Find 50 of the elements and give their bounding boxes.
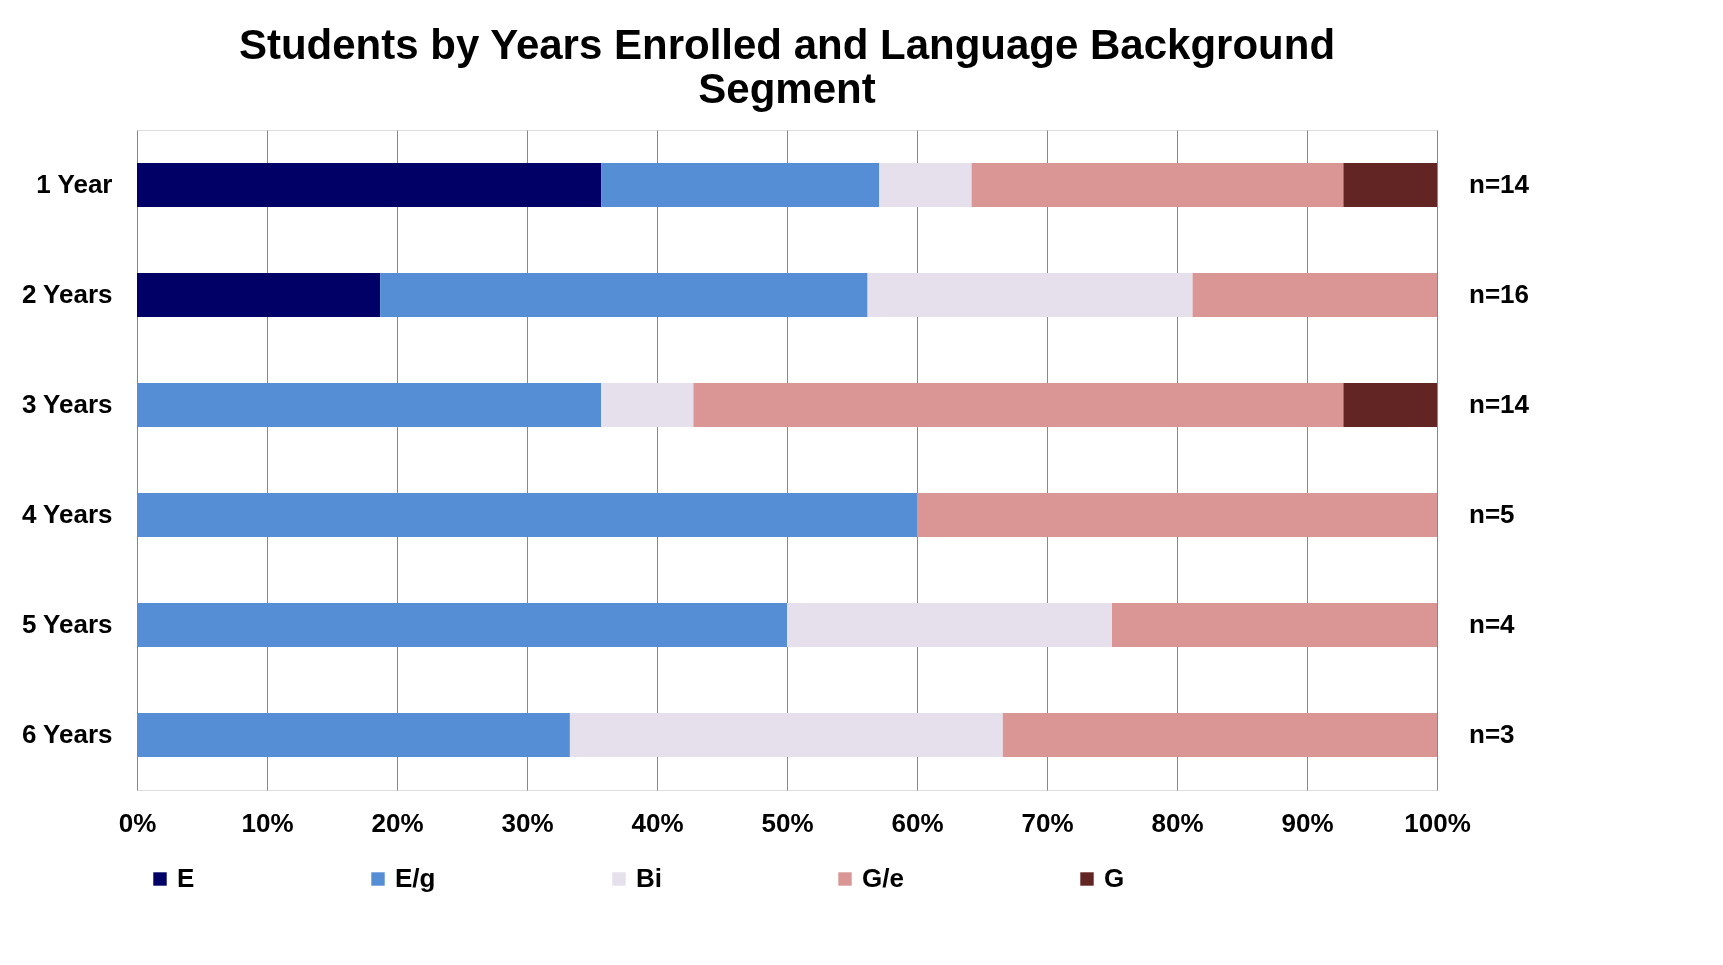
- bar: [1002, 713, 1437, 757]
- legend-label: E: [177, 863, 195, 893]
- x-tick-label: 60%: [891, 807, 944, 838]
- bar: [137, 493, 917, 537]
- y-tick-label: 2 Years: [21, 279, 113, 309]
- x-tick-label: 50%: [761, 807, 814, 838]
- bar: [1192, 273, 1437, 317]
- chart-title: Students by Years Enrolled and Language Background Segment: [238, 21, 1336, 112]
- text: n=3: [1469, 719, 1515, 749]
- x-tick-label: 40%: [631, 807, 684, 838]
- text: n=14: [1469, 169, 1530, 199]
- x-tick-label: 100%: [1404, 807, 1471, 838]
- bar: [569, 713, 1003, 757]
- legend-label: G/e: [862, 863, 904, 893]
- bar: [971, 163, 1344, 207]
- x-tick-label: 80%: [1151, 807, 1204, 838]
- bar: [879, 163, 972, 207]
- legend-label: E/g: [395, 863, 436, 893]
- y-tick-label: 1 Year: [36, 169, 113, 199]
- y-tick-label: 4 Years: [21, 499, 113, 529]
- text: n=4: [1469, 609, 1516, 639]
- text: n=14: [1469, 389, 1530, 419]
- bar: [867, 273, 1193, 317]
- x-tick-label: 20%: [371, 807, 424, 838]
- legend-label: Bi: [636, 863, 662, 893]
- bar: [1112, 603, 1437, 647]
- bar: [917, 493, 1437, 537]
- x-tick-label: 0%: [118, 807, 157, 838]
- text: n=16: [1469, 279, 1529, 309]
- x-tick-label: 10%: [241, 807, 294, 838]
- legend-label: G: [1104, 863, 1125, 893]
- bar: [137, 273, 381, 317]
- x-tick-label: 70%: [1021, 807, 1074, 838]
- bar: [137, 163, 602, 207]
- bar: [1343, 163, 1437, 207]
- bar: [137, 383, 602, 427]
- x-tick-label: 90%: [1281, 807, 1334, 838]
- bar: [601, 163, 880, 207]
- bar: [1343, 383, 1437, 427]
- bar: [137, 713, 570, 757]
- text: n=5: [1469, 499, 1515, 529]
- y-tick-label: 6 Years: [21, 719, 113, 749]
- bar: [787, 603, 1112, 647]
- bar: [601, 383, 694, 427]
- y-tick-label: 5 Years: [21, 609, 113, 639]
- bar: [693, 383, 1344, 427]
- x-tick-label: 30%: [501, 807, 554, 838]
- bar: [380, 273, 868, 317]
- y-tick-label: 3 Years: [21, 389, 113, 419]
- bar: [137, 603, 787, 647]
